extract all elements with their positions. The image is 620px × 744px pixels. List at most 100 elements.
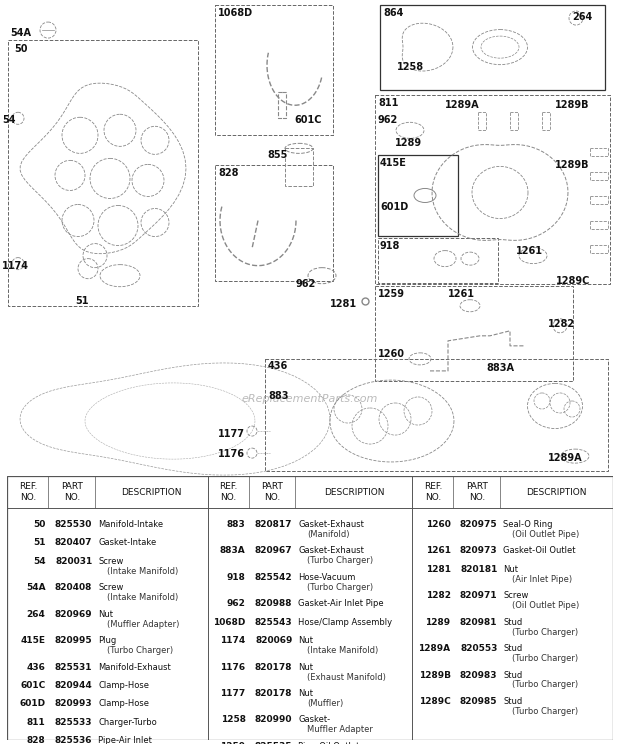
Text: Nut: Nut bbox=[98, 610, 113, 619]
Text: 820178: 820178 bbox=[255, 663, 293, 672]
Text: 1289B: 1289B bbox=[555, 161, 590, 170]
Text: 820975: 820975 bbox=[460, 520, 497, 529]
Text: Seal-O Ring: Seal-O Ring bbox=[503, 520, 553, 529]
Text: (Turbo Charger): (Turbo Charger) bbox=[307, 583, 373, 591]
Text: 825542: 825542 bbox=[255, 573, 293, 582]
Text: 828: 828 bbox=[27, 737, 45, 744]
Text: 1289A: 1289A bbox=[418, 644, 451, 653]
Bar bbox=[590, 173, 608, 181]
Text: PART
NO.: PART NO. bbox=[261, 482, 283, 501]
Text: 54: 54 bbox=[33, 557, 45, 566]
Text: 51: 51 bbox=[33, 539, 45, 548]
Text: 962: 962 bbox=[378, 115, 398, 125]
Text: 820408: 820408 bbox=[55, 583, 92, 592]
Text: 1289: 1289 bbox=[425, 618, 451, 626]
Text: 820971: 820971 bbox=[460, 591, 497, 600]
Bar bbox=[378, 237, 498, 283]
Text: Clamp-Hose: Clamp-Hose bbox=[98, 699, 149, 708]
Bar bbox=[215, 165, 333, 280]
Bar bbox=[590, 196, 608, 205]
Text: 1258: 1258 bbox=[397, 62, 424, 72]
Text: 1259: 1259 bbox=[221, 742, 246, 744]
Text: Screw: Screw bbox=[98, 583, 123, 592]
Text: 855: 855 bbox=[267, 150, 288, 161]
Bar bbox=[380, 5, 605, 90]
Text: 415E: 415E bbox=[20, 636, 45, 645]
Text: 1289C: 1289C bbox=[556, 276, 590, 286]
Text: Gasket-Air Inlet Pipe: Gasket-Air Inlet Pipe bbox=[298, 599, 384, 609]
Text: 50: 50 bbox=[33, 520, 45, 529]
Text: 1281: 1281 bbox=[330, 299, 357, 309]
Text: (Muffler Adapter): (Muffler Adapter) bbox=[107, 620, 179, 629]
Text: 1261: 1261 bbox=[516, 246, 543, 256]
Text: REF.
NO.: REF. NO. bbox=[219, 482, 237, 501]
Text: 1289A: 1289A bbox=[548, 453, 583, 463]
Text: Gasket-Exhaust: Gasket-Exhaust bbox=[298, 520, 364, 529]
Text: 1177: 1177 bbox=[220, 689, 246, 698]
Text: 820944: 820944 bbox=[55, 681, 92, 690]
Text: 1289B: 1289B bbox=[418, 670, 451, 679]
Text: 1176: 1176 bbox=[218, 449, 245, 459]
Text: (Air Inlet Pipe): (Air Inlet Pipe) bbox=[512, 575, 572, 584]
Text: 820553: 820553 bbox=[460, 644, 497, 653]
Text: 1174: 1174 bbox=[220, 636, 246, 645]
Text: DESCRIPTION: DESCRIPTION bbox=[526, 487, 587, 496]
Text: 820069: 820069 bbox=[255, 636, 293, 645]
Text: 918: 918 bbox=[227, 573, 246, 582]
Text: (Turbo Charger): (Turbo Charger) bbox=[512, 707, 578, 716]
Text: (Intake Manifold): (Intake Manifold) bbox=[107, 593, 178, 603]
Text: 601D: 601D bbox=[380, 202, 408, 213]
Text: 1258: 1258 bbox=[221, 716, 246, 725]
Text: 1281: 1281 bbox=[425, 565, 451, 574]
Text: 820995: 820995 bbox=[55, 636, 92, 645]
Bar bbox=[8, 40, 198, 306]
Text: 436: 436 bbox=[268, 361, 288, 371]
Text: (Manifold): (Manifold) bbox=[307, 530, 350, 539]
Text: 1174: 1174 bbox=[2, 260, 29, 271]
Text: Hose-Vacuum: Hose-Vacuum bbox=[298, 573, 356, 582]
Text: REF.
NO.: REF. NO. bbox=[19, 482, 37, 501]
Text: 811: 811 bbox=[378, 98, 399, 108]
Text: 825531: 825531 bbox=[55, 663, 92, 672]
Text: 820981: 820981 bbox=[460, 618, 497, 626]
Text: 825535: 825535 bbox=[255, 742, 293, 744]
Text: PART
NO.: PART NO. bbox=[61, 482, 83, 501]
Text: 820407: 820407 bbox=[55, 539, 92, 548]
Text: 51: 51 bbox=[75, 295, 89, 306]
Text: 883: 883 bbox=[268, 391, 288, 401]
Text: Plug: Plug bbox=[98, 636, 117, 645]
Text: 828: 828 bbox=[218, 168, 239, 179]
Text: 436: 436 bbox=[27, 663, 45, 672]
Text: Stud: Stud bbox=[503, 644, 523, 653]
Text: 820178: 820178 bbox=[255, 689, 293, 698]
Text: 825536: 825536 bbox=[55, 737, 92, 744]
Text: Pipe-Air Inlet: Pipe-Air Inlet bbox=[98, 737, 152, 744]
Text: 820985: 820985 bbox=[460, 697, 497, 706]
Text: 601C: 601C bbox=[20, 681, 45, 690]
Text: 1289C: 1289C bbox=[418, 697, 451, 706]
Text: PART
NO.: PART NO. bbox=[466, 482, 488, 501]
Text: 601C: 601C bbox=[294, 115, 322, 125]
Text: (Oil Outlet Pipe): (Oil Outlet Pipe) bbox=[512, 601, 579, 610]
Text: 820988: 820988 bbox=[255, 599, 293, 609]
Text: Nut: Nut bbox=[298, 636, 313, 645]
Text: 601D: 601D bbox=[19, 699, 45, 708]
Text: DESCRIPTION: DESCRIPTION bbox=[324, 487, 384, 496]
Text: Manifold-Exhaust: Manifold-Exhaust bbox=[98, 663, 171, 672]
Text: Screw: Screw bbox=[503, 591, 529, 600]
Text: 820967: 820967 bbox=[255, 546, 293, 556]
Text: 918: 918 bbox=[380, 240, 401, 251]
Text: Gasket-Oil Outlet: Gasket-Oil Outlet bbox=[503, 546, 576, 556]
Text: 883: 883 bbox=[227, 520, 246, 529]
Text: (Intake Manifold): (Intake Manifold) bbox=[307, 646, 378, 655]
Text: 820181: 820181 bbox=[460, 565, 497, 574]
Text: 864: 864 bbox=[383, 8, 404, 18]
Text: Gasket-: Gasket- bbox=[298, 716, 330, 725]
Text: (Exhaust Manifold): (Exhaust Manifold) bbox=[307, 673, 386, 682]
Text: 1289A: 1289A bbox=[445, 100, 480, 110]
Text: 820969: 820969 bbox=[55, 610, 92, 619]
Text: (Muffler): (Muffler) bbox=[307, 699, 343, 708]
Text: 264: 264 bbox=[27, 610, 45, 619]
Text: 50: 50 bbox=[14, 44, 27, 54]
Bar bbox=[542, 112, 550, 130]
